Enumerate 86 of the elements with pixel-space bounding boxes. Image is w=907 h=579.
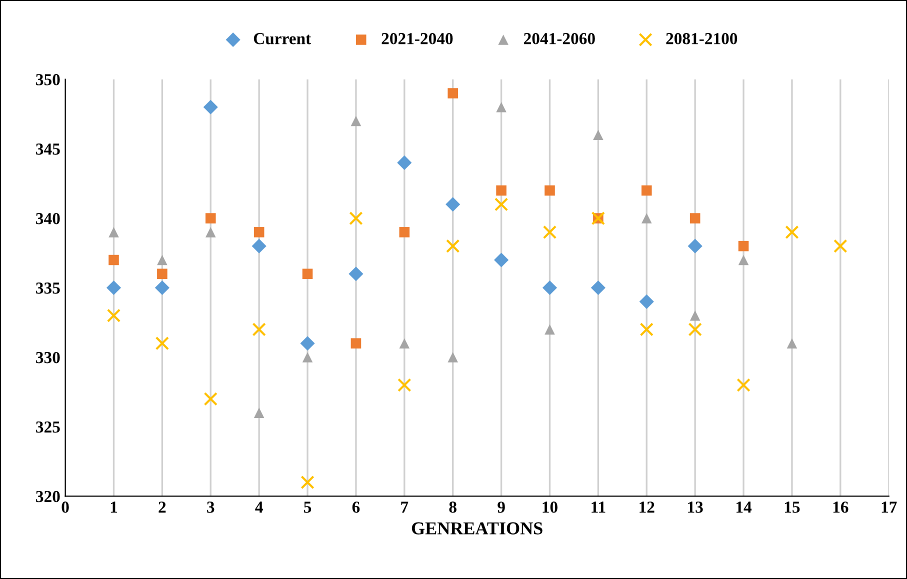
x-tick-label: 6 [352,502,360,513]
point [834,239,848,253]
point [106,308,121,322]
point [690,213,700,224]
x-axis-title: GENREATIONS [412,522,542,534]
point [544,185,555,196]
point [155,336,170,350]
point [688,322,702,336]
point [399,227,410,238]
x-tick-label: 8 [449,502,456,513]
x-tick-label: 0 [62,502,69,513]
y-tick-label: 345 [36,144,60,155]
point [641,213,652,224]
point [252,322,266,336]
point [300,475,314,490]
y-tick-label: 350 [36,74,60,86]
point [302,268,313,280]
x-tick-label: 13 [688,502,703,513]
x-tick-label: 7 [401,502,408,513]
point [157,268,168,280]
y-tick-label: 320 [36,490,60,502]
point [738,254,749,266]
x-tick-label: 9 [498,502,505,513]
point [302,352,313,362]
legend-label: 2081-2100 [666,33,738,44]
point [254,408,264,418]
point [350,338,362,348]
point [399,338,410,348]
point [639,294,654,309]
y-tick-label: 330 [36,352,60,364]
point [203,100,218,114]
point [690,310,700,321]
point [641,185,652,196]
x-tick-label: 17 [882,502,897,513]
x-tick-label: 11 [592,502,606,513]
point [590,280,606,296]
y-tick-label: 335 [36,282,60,294]
point [448,88,458,98]
point [448,352,458,362]
x-tick-label: 5 [304,502,312,513]
x-tick-label: 10 [542,502,558,513]
point [446,197,460,212]
point [157,254,168,266]
point [350,116,362,126]
x-tick-label: 4 [255,502,263,513]
legend-label: 2041-2060 [524,33,595,44]
point [542,280,558,296]
point [446,239,460,253]
legend-label: Current [254,33,312,44]
point [593,130,604,140]
x-tick-label: 15 [784,502,800,513]
point [736,378,750,392]
x-tick-label: 16 [833,502,848,513]
point [348,266,364,282]
point [496,185,506,196]
point [397,155,412,170]
y-tick-label: 325 [36,421,60,433]
point [542,225,557,240]
x-tick-label: 3 [207,502,214,513]
point [494,198,508,212]
point [398,378,412,392]
x-tick-label: 1 [110,502,118,513]
point [785,225,799,240]
point [108,227,119,238]
point [252,238,266,254]
legend-label: 2021-2040 [382,33,453,44]
point [108,254,119,266]
point [300,336,315,351]
point [786,338,798,348]
point [496,102,506,112]
point [494,252,509,268]
point [640,322,654,336]
point [738,240,749,252]
point [106,280,122,296]
x-tick-label: 12 [640,502,654,513]
point [205,213,216,224]
point [154,280,170,296]
point [204,392,218,406]
x-tick-label: 2 [158,502,166,513]
point [254,227,264,238]
point [688,238,702,254]
x-tick-label: 14 [736,502,752,513]
point [349,211,363,226]
point [205,227,216,238]
y-tick-label: 340 [36,212,60,224]
point [544,324,555,335]
